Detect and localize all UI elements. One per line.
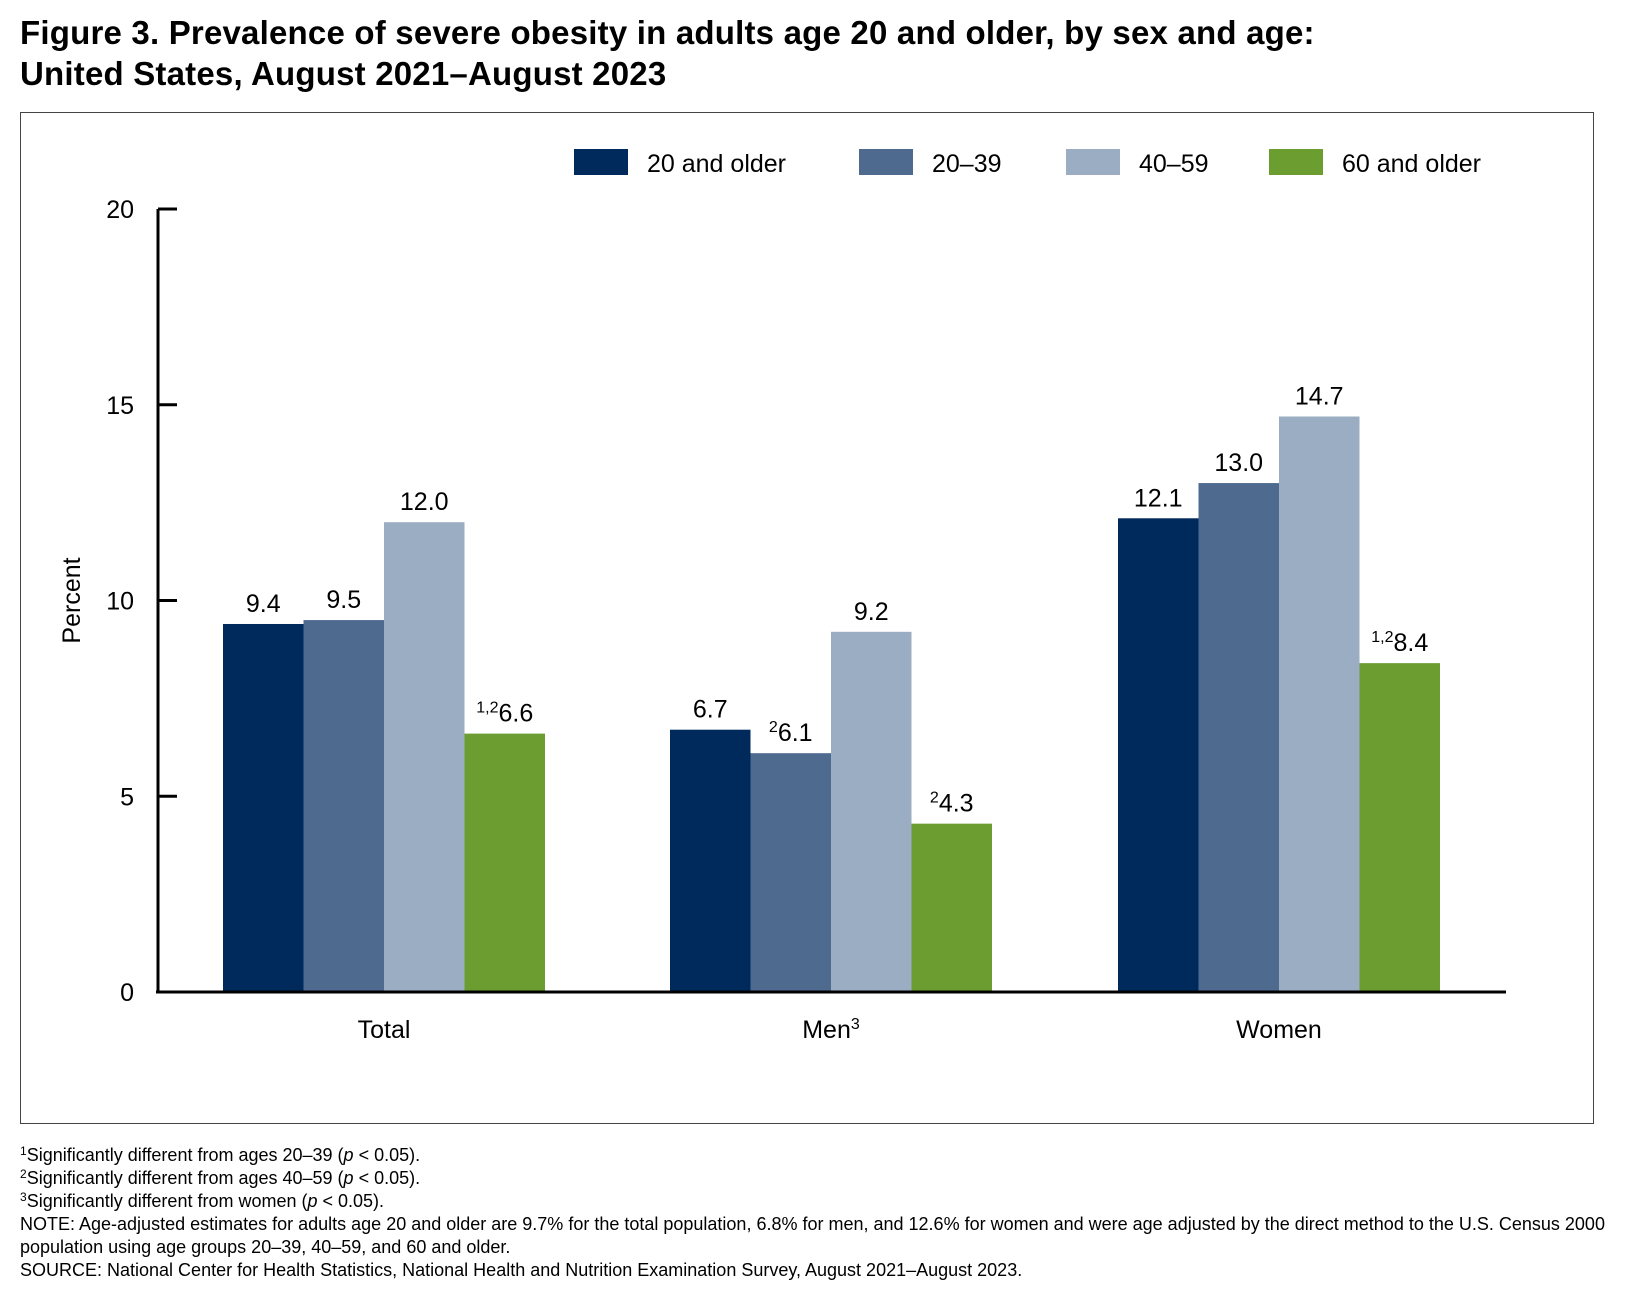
legend-swatch (859, 149, 913, 175)
bar (464, 733, 545, 992)
value-label: 9.5 (326, 586, 361, 614)
figure-title-line-1: Figure 3. Prevalence of severe obesity i… (20, 14, 1315, 51)
bar (670, 729, 751, 992)
legend: 20 and older 20–39 40–59 60 and older (574, 149, 1481, 178)
value-label-superscript: 2 (769, 719, 778, 736)
y-tick-label: 5 (120, 783, 134, 811)
value-label: 13.0 (1214, 449, 1263, 477)
y-tick-label: 15 (106, 392, 134, 420)
value-labels: 9.46.712.19.526.113.012.09.214.71,26.624… (246, 382, 1428, 817)
value-label: 9.4 (246, 590, 281, 618)
bar (1118, 518, 1199, 992)
p-symbol: p (307, 1191, 318, 1211)
x-category-label: Total (358, 1016, 411, 1044)
y-tick-label: 10 (106, 588, 134, 616)
value-label: 1,28.4 (1371, 629, 1428, 657)
x-axis: Total Men3 Women (156, 990, 1506, 1044)
chart-frame: 20 and older 20–39 40–59 60 and older 0 5 10 1… (20, 112, 1594, 1124)
bar (911, 823, 992, 992)
figure-title: Figure 3. Prevalence of severe obesity i… (20, 12, 1610, 94)
legend-label: 60 and older (1342, 150, 1481, 178)
bar (1279, 416, 1360, 992)
value-label: 12.0 (400, 488, 449, 516)
footnote-tail: < 0.05). (353, 1168, 421, 1188)
p-symbol: p (343, 1168, 354, 1188)
footnote-tail: < 0.05). (353, 1145, 421, 1165)
note: NOTE: Age-adjusted estimates for adults … (20, 1214, 1605, 1257)
value-label: 12.1 (1134, 484, 1183, 512)
x-category-name: Women (1236, 1016, 1322, 1044)
value-label-superscript: 1,2 (1371, 629, 1393, 646)
footnote-text: Significantly different from ages 20–39 … (26, 1145, 344, 1165)
bar-chart: 20 and older 20–39 40–59 60 and older 0 5 10 1… (58, 149, 1506, 1044)
x-category-label: Women (1236, 1016, 1322, 1044)
y-axis-title: Percent (58, 557, 86, 643)
y-tick-label: 0 (120, 979, 134, 1007)
value-label-number: 6.6 (498, 700, 533, 728)
p-symbol: p (343, 1145, 354, 1165)
value-label-number: 6.1 (778, 719, 813, 747)
footnote-marker: 1 (20, 1144, 27, 1158)
legend-label: 40–59 (1139, 150, 1209, 178)
value-label-number: 8.4 (1393, 629, 1428, 657)
footnote-2: 2Significantly different from ages 40–59… (20, 1167, 1610, 1190)
legend-swatch (1066, 149, 1120, 175)
y-axis: 0 5 10 15 20 Percent (58, 196, 177, 1007)
bar (223, 623, 304, 992)
legend-swatch (1269, 149, 1323, 175)
footnote-3: 3Significantly different from women (p <… (20, 1190, 1610, 1213)
bar (303, 620, 384, 992)
bar (1198, 483, 1279, 992)
value-label-superscript: 1,2 (476, 700, 498, 717)
x-category-name: Men (802, 1016, 851, 1044)
y-tick-label: 20 (106, 196, 134, 224)
value-label: 14.7 (1295, 382, 1344, 410)
footnote-tail: < 0.05). (317, 1191, 385, 1211)
value-label: 1,26.6 (476, 700, 533, 728)
footnotes: 1Significantly different from ages 20–39… (20, 1144, 1610, 1282)
value-label-superscript: 2 (930, 790, 939, 807)
x-category-name: Total (358, 1016, 411, 1044)
bar (384, 522, 465, 992)
value-label: 24.3 (930, 790, 974, 818)
value-label: 6.7 (693, 696, 728, 724)
x-category-label: Men3 (802, 1016, 860, 1044)
legend-label: 20 and older (647, 150, 786, 178)
legend-swatch (574, 149, 628, 175)
bar (1359, 663, 1440, 992)
x-category-superscript: 3 (851, 1016, 860, 1033)
value-label: 26.1 (769, 719, 813, 747)
footnote-text: Significantly different from ages 40–59 … (26, 1168, 344, 1188)
source: SOURCE: National Center for Health Stati… (20, 1260, 1023, 1280)
bar (750, 753, 831, 992)
value-label-number: 4.3 (939, 790, 974, 818)
bar (831, 631, 912, 992)
legend-label: 20–39 (932, 150, 1002, 178)
value-label: 9.2 (854, 598, 889, 626)
footnote-1: 1Significantly different from ages 20–39… (20, 1144, 1610, 1167)
footnote-marker: 3 (20, 1190, 27, 1204)
footnote-text: Significantly different from women ( (26, 1191, 308, 1211)
bars (223, 416, 1440, 992)
footnote-marker: 2 (20, 1167, 27, 1181)
figure-title-line-2: United States, August 2021–August 2023 (20, 55, 667, 92)
